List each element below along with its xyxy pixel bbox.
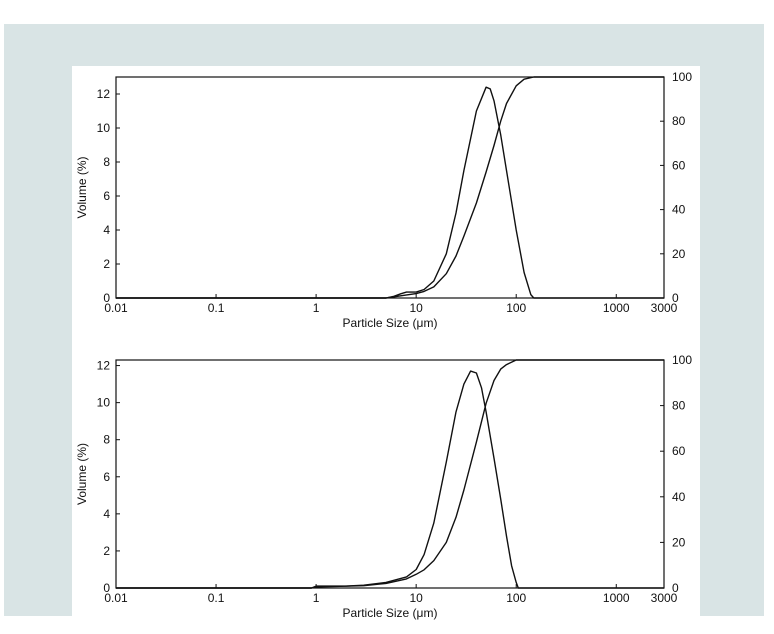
x-tick-label: 0.1 [208, 591, 225, 605]
y2-tick-label: 40 [672, 203, 686, 217]
volume-density-line-2 [116, 370, 664, 589]
x-tick-label: 10 [409, 591, 423, 605]
y2-tick-label: 20 [672, 535, 686, 549]
y2-tick-label: 0 [672, 581, 679, 595]
x-tick-label: 1000 [603, 591, 630, 605]
y-tick-label: 4 [103, 223, 110, 237]
cumulative-volume-line-1 [116, 76, 664, 299]
y-tick-label: 8 [103, 155, 110, 169]
y-tick-label: 10 [97, 396, 111, 410]
x-tick-label: 0.1 [208, 301, 225, 315]
y2-tick-label: 80 [672, 114, 686, 128]
x-tick-label: 0.01 [104, 591, 128, 605]
volume-density-line-1 [116, 86, 664, 299]
charts-svg: 0.01 0.1 1 10 100 1000 30000246810120204060801… [75, 70, 692, 620]
x-axis-title: Particle Size (μm) [343, 316, 438, 330]
y2-tick-label: 100 [672, 353, 692, 367]
x-tick-label: 100 [506, 591, 526, 605]
y-tick-label: 2 [103, 257, 110, 271]
y2-tick-label: 60 [672, 158, 686, 172]
plot-frame-2 [115, 359, 665, 589]
y-tick-label: 4 [103, 507, 110, 521]
x-tick-label: 100 [506, 301, 526, 315]
x-tick-label: 1 [313, 301, 320, 315]
x-axis-title: Particle Size (μm) [343, 606, 438, 620]
x-tick-label: 3000 [651, 301, 678, 315]
y-axis-title: Volume (%) [75, 443, 89, 505]
y2-tick-label: 100 [672, 70, 692, 84]
y-tick-label: 6 [103, 189, 110, 203]
y2-tick-label: 20 [672, 247, 686, 261]
y-axis-title: Volume (%) [75, 156, 89, 218]
y-tick-label: 6 [103, 470, 110, 484]
y2-tick-label: 40 [672, 490, 686, 504]
x-tick-label: 0.01 [104, 301, 128, 315]
y-tick-label: 12 [97, 359, 111, 373]
x-tick-label: 3000 [651, 591, 678, 605]
figure-panel: 0.01 0.1 1 10 100 1000 3000 0 2 4 6 8 10 12 0 20 40 60 80 1… [72, 66, 700, 634]
figure-frame: 0.01 0.1 1 10 100 1000 3000 0 2 4 6 8 10 12 0 20 40 60 80 1… [4, 24, 764, 634]
y2-tick-label: 60 [672, 444, 686, 458]
y2-tick-label: 0 [672, 291, 679, 305]
plot-frame-1 [115, 76, 665, 299]
y-tick-label: 0 [103, 291, 110, 305]
x-tick-label: 10 [409, 301, 423, 315]
y-tick-label: 8 [103, 433, 110, 447]
x-tick-label: 1 [313, 591, 320, 605]
x-tick-label: 1000 [603, 301, 630, 315]
y-tick-label: 10 [97, 121, 111, 135]
y-tick-label: 0 [103, 581, 110, 595]
y2-tick-label: 80 [672, 399, 686, 413]
y-tick-label: 2 [103, 544, 110, 558]
y-tick-label: 12 [97, 87, 111, 101]
cumulative-volume-line-2 [116, 359, 664, 589]
